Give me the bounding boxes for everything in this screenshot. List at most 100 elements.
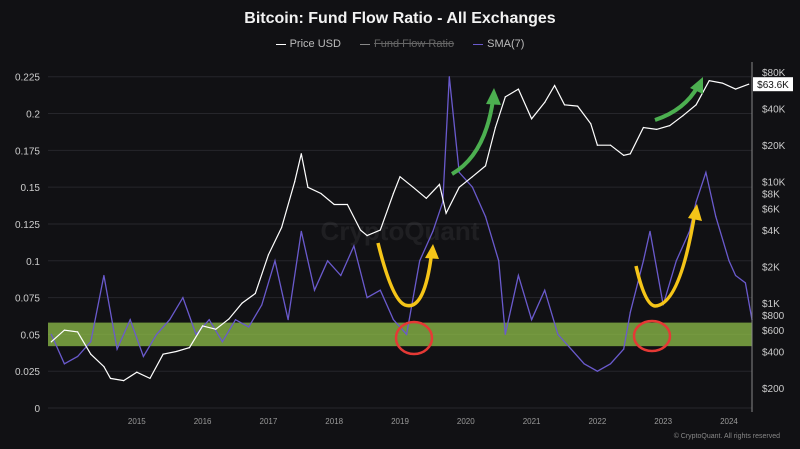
data-point [669, 125, 671, 127]
data-point [609, 144, 612, 146]
data-point [234, 319, 237, 321]
up-arrow-head-2020 [486, 88, 501, 105]
data-point [715, 215, 717, 218]
data-point [577, 105, 579, 107]
data-point [583, 363, 585, 365]
data-point [530, 319, 533, 321]
x-tick: 2023 [654, 417, 672, 426]
u-arrow-2023 [634, 211, 697, 308]
data-point [629, 153, 631, 155]
last-price-badge [753, 77, 793, 92]
data-point [705, 171, 707, 174]
data-point [90, 353, 92, 355]
data-point [412, 186, 414, 188]
data-point [307, 186, 309, 188]
data-point [90, 341, 92, 343]
data-point [149, 377, 151, 379]
y-right-tick: $2K [762, 263, 780, 274]
legend-fund-flow-ratio[interactable]: Fund Flow Ratio [359, 38, 455, 50]
data-point [399, 176, 401, 178]
data-point [425, 197, 427, 199]
data-point [103, 274, 105, 277]
data-point [734, 274, 737, 277]
y-right-tick: $400 [762, 347, 785, 358]
data-point [63, 329, 66, 331]
data-point [63, 363, 66, 365]
data-point [50, 341, 52, 343]
x-tick: 2015 [128, 417, 146, 426]
data-point [748, 83, 750, 85]
data-point [195, 333, 197, 335]
data-point [162, 353, 164, 355]
legend-price[interactable]: Price USD [275, 38, 341, 50]
data-point [50, 333, 52, 335]
data-point [649, 230, 651, 232]
x-tick: 2017 [260, 417, 278, 426]
data-point [109, 377, 112, 379]
y-left-tick: 0.075 [15, 294, 40, 305]
data-point [642, 260, 645, 262]
data-point [254, 292, 256, 295]
y-right-tick: $20K [762, 141, 786, 152]
data-point [517, 274, 520, 277]
data-point [77, 331, 79, 333]
data-point [188, 347, 191, 349]
y-right-tick: $10K [762, 178, 786, 189]
data-point [734, 88, 737, 90]
data-point [590, 123, 592, 125]
data-point [557, 333, 559, 335]
x-tick: 2018 [325, 417, 343, 426]
data-point [517, 88, 520, 90]
data-point [623, 154, 625, 156]
data-point [202, 325, 204, 327]
y-right-tick: $40K [762, 105, 786, 116]
y-left-tick: 0.15 [21, 183, 41, 194]
data-point [366, 235, 368, 237]
data-point [175, 350, 177, 353]
chart-title: Bitcoin: Fund Flow Ratio - All Exchanges [244, 10, 556, 27]
data-point [721, 82, 723, 84]
data-point [294, 181, 296, 183]
u-arrow-head-2019 [425, 244, 439, 259]
data-point [744, 282, 747, 284]
y-left-tick: 0.05 [21, 330, 41, 341]
y-right-tick: $4K [762, 226, 780, 237]
up-arrow-head-2023b [690, 77, 703, 94]
data-point [728, 260, 730, 262]
data-point [340, 274, 342, 277]
data-point [169, 319, 171, 321]
y-left-tick: 0.125 [15, 220, 40, 231]
data-point [642, 126, 645, 129]
data-point [432, 230, 434, 232]
data-point [103, 366, 105, 368]
x-tick: 2016 [194, 417, 212, 426]
data-point [570, 348, 572, 350]
y-right-tick: $800 [762, 311, 785, 322]
data-point [300, 153, 302, 155]
data-point [346, 203, 348, 206]
data-point [215, 328, 217, 330]
y-left-tick: 0 [34, 404, 40, 415]
legend-sma[interactable]: SMA(7) [473, 38, 524, 50]
data-point [438, 183, 441, 186]
data-point [280, 226, 283, 229]
legend-label: Fund Flow Ratio [373, 38, 455, 50]
data-point [182, 296, 184, 299]
data-point [471, 186, 473, 188]
data-point [504, 96, 506, 98]
circle-2023 [632, 319, 672, 353]
data-point [353, 245, 355, 247]
data-point [682, 115, 684, 117]
watermark: CryptoQuant [321, 216, 480, 246]
data-point [498, 260, 500, 262]
data-point [675, 260, 677, 262]
data-point [129, 319, 131, 321]
data-point [419, 260, 421, 262]
data-point [287, 319, 289, 321]
data-point [77, 355, 79, 358]
data-point [655, 128, 658, 130]
data-point [359, 229, 362, 231]
footer: © CryptoQuant. All rights reserved [674, 432, 780, 440]
data-point [267, 254, 270, 256]
data-point [458, 186, 460, 188]
